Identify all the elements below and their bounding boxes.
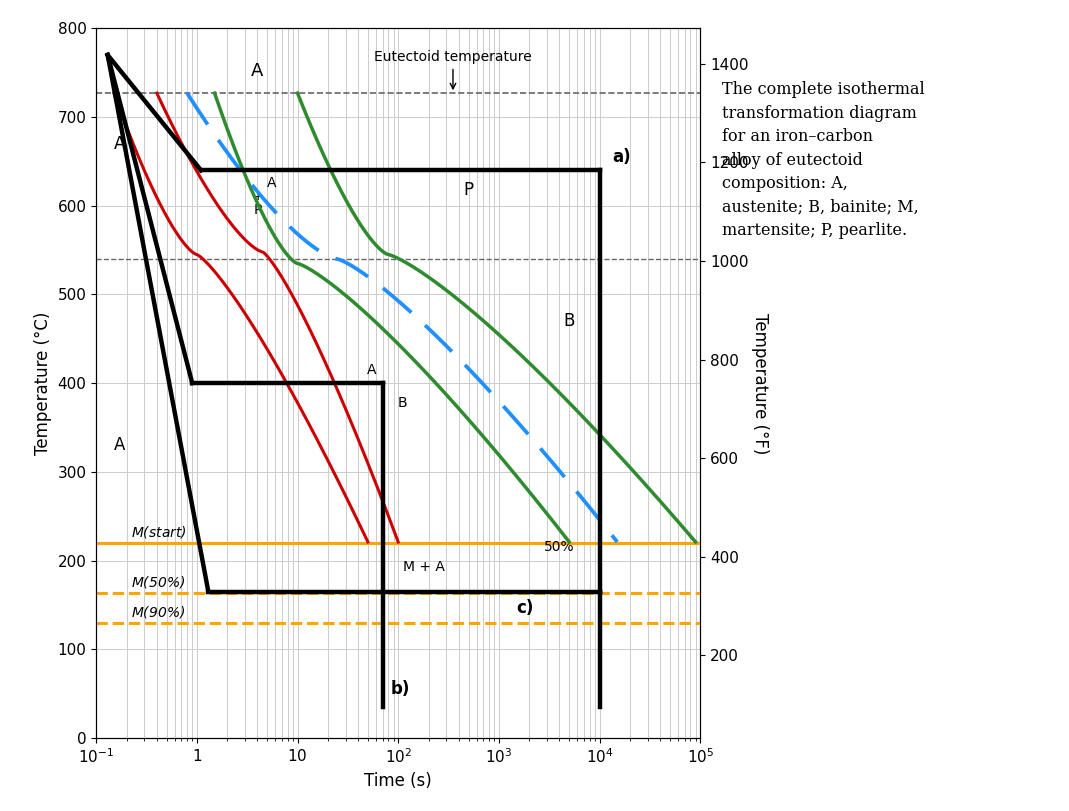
Text: 50%: 50%	[544, 540, 575, 554]
Text: B: B	[398, 396, 407, 410]
Text: B: B	[563, 312, 575, 330]
Text: a): a)	[613, 148, 632, 166]
Text: c): c)	[516, 599, 534, 616]
Text: $M$(90%): $M$(90%)	[130, 604, 185, 620]
Y-axis label: Temperature (°C): Temperature (°C)	[34, 311, 52, 455]
Y-axis label: Temperature (°F): Temperature (°F)	[752, 312, 770, 454]
Text: Eutectoid temperature: Eutectoid temperature	[374, 49, 532, 89]
Text: $M$(50%): $M$(50%)	[130, 574, 185, 590]
Text: A: A	[113, 436, 125, 454]
Text: The complete isothermal
transformation diagram
for an iron–carbon
alloy of eutec: The complete isothermal transformation d…	[722, 81, 925, 239]
Text: M + A: M + A	[403, 560, 445, 574]
Text: A: A	[113, 135, 125, 152]
Text: $M$(start): $M$(start)	[130, 524, 186, 540]
Text: +: +	[252, 191, 263, 204]
Text: P: P	[464, 181, 474, 199]
Text: A: A	[251, 62, 264, 80]
Text: A: A	[266, 176, 276, 190]
Text: b): b)	[391, 680, 410, 698]
X-axis label: Time (s): Time (s)	[365, 772, 432, 790]
Text: A: A	[368, 363, 376, 377]
Text: P: P	[253, 204, 262, 217]
